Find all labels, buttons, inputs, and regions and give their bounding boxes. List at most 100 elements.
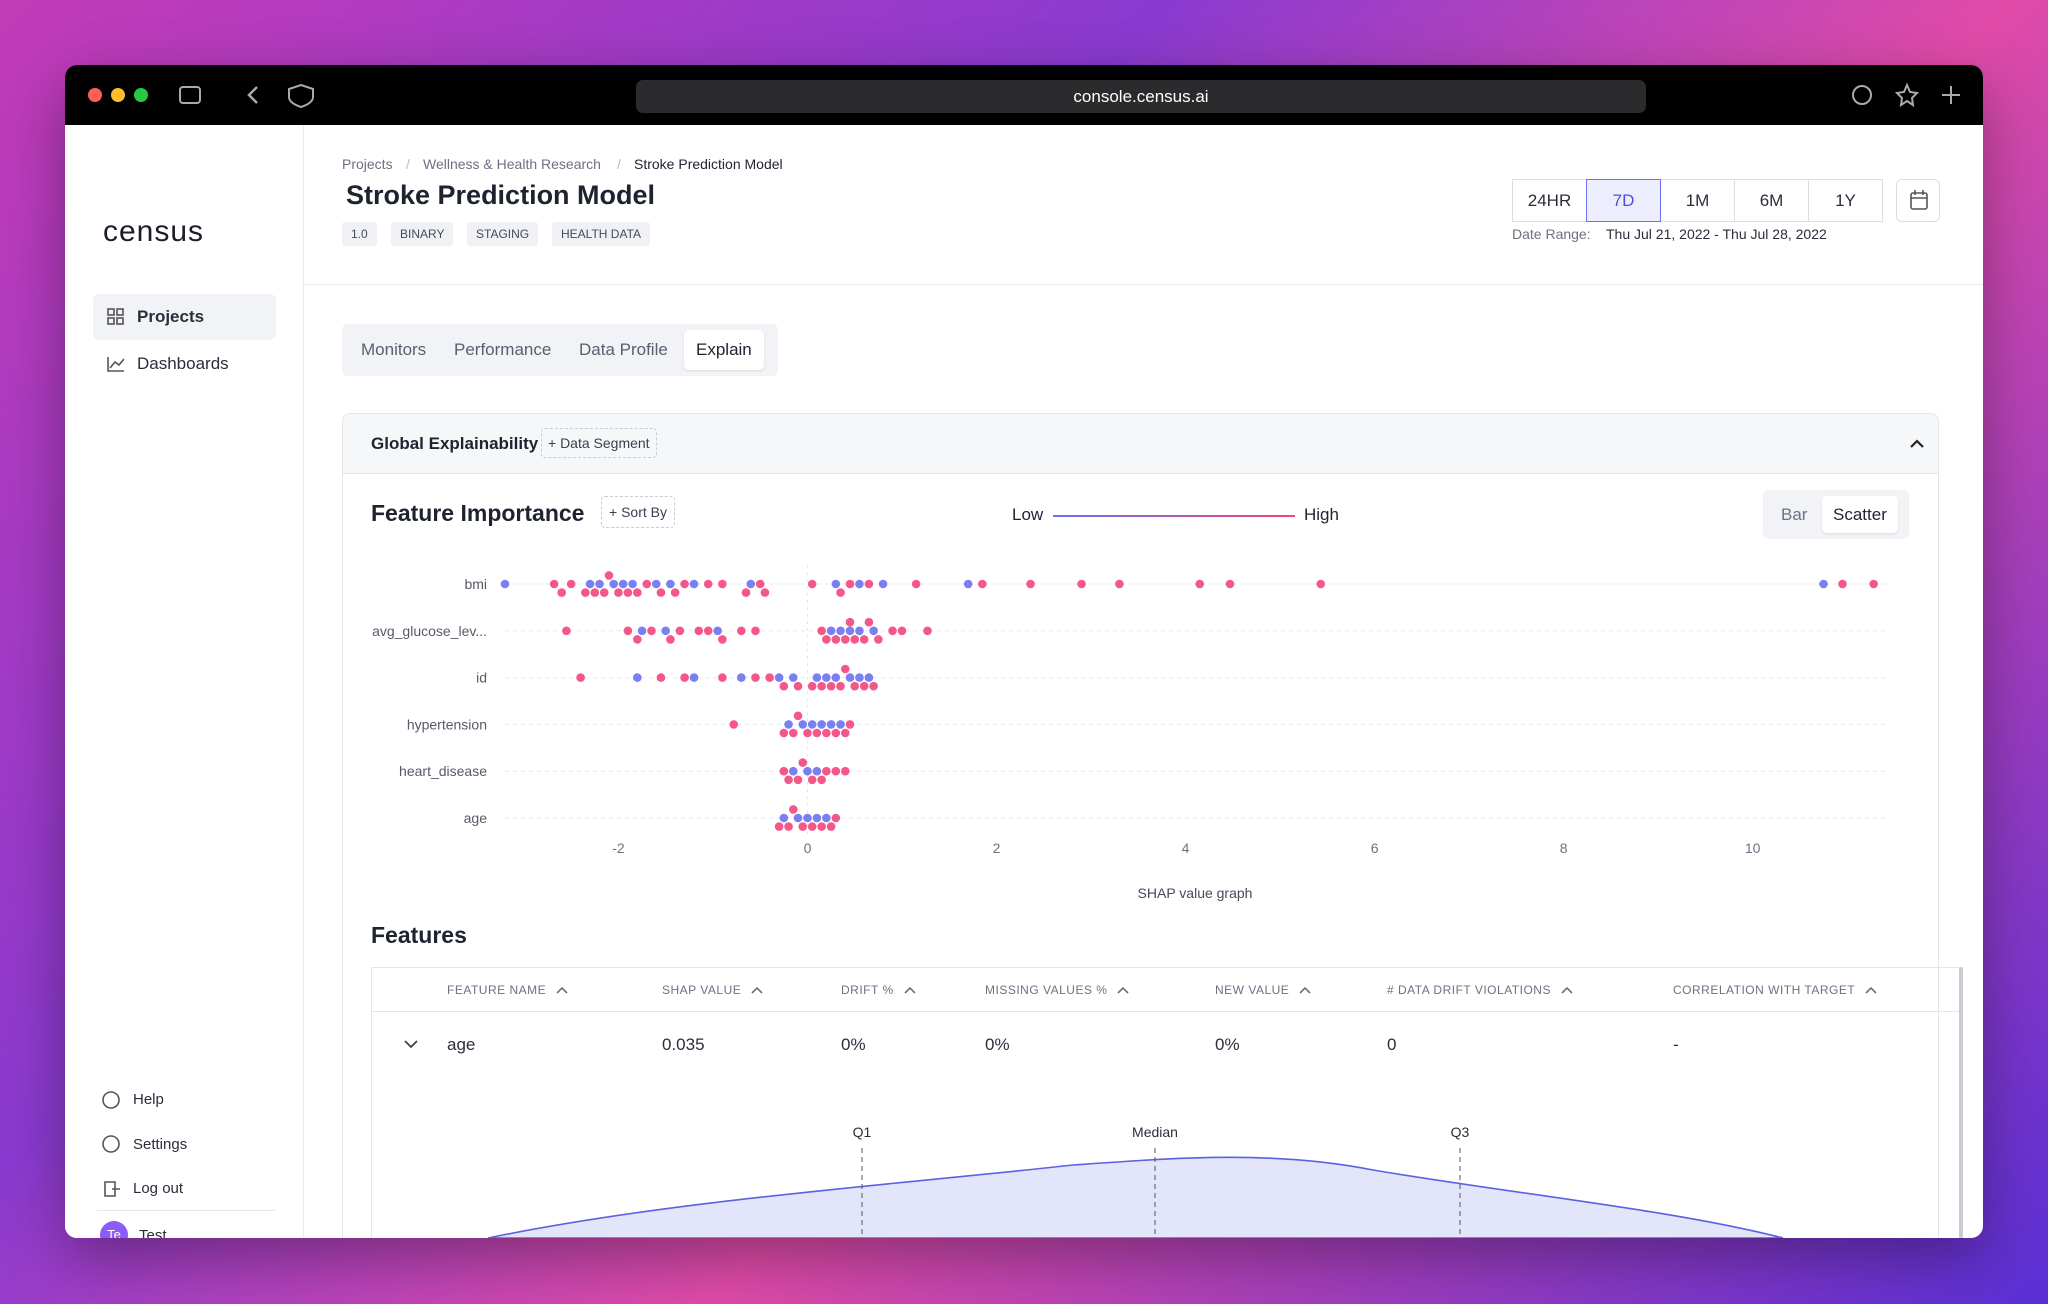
- quartile-label: Q1: [853, 1124, 872, 1140]
- data-point: [826, 681, 836, 691]
- data-point: [831, 766, 841, 776]
- avatar: Te: [100, 1221, 128, 1238]
- data-point: [581, 588, 590, 597]
- sort-icon: [1117, 983, 1129, 1001]
- data-point: [911, 579, 921, 589]
- panel-title: Global Explainability: [371, 434, 539, 453]
- nav-item[interactable]: Projects: [93, 294, 276, 340]
- data-point: [729, 720, 739, 729]
- data-point: [1819, 579, 1828, 589]
- data-point: [718, 635, 727, 644]
- data-point: [793, 711, 803, 721]
- data-point: [557, 588, 567, 597]
- data-point: [812, 766, 822, 776]
- data-point: [576, 673, 585, 682]
- time-range-button[interactable]: 1Y: [1808, 179, 1883, 222]
- quartile-label: Q3: [1451, 1124, 1470, 1140]
- data-point: [817, 681, 826, 691]
- column-header[interactable]: MISSING VALUES %: [985, 983, 1108, 997]
- time-range-button[interactable]: 24HR: [1512, 179, 1587, 222]
- column-header[interactable]: FEATURE NAME: [447, 983, 547, 997]
- table-cell: 0: [1387, 1035, 1397, 1054]
- data-point: [774, 673, 784, 682]
- distribution-plot: Q1 Median Q3: [487, 1124, 1784, 1238]
- sort-icon: [751, 983, 763, 1001]
- data-point: [845, 720, 855, 729]
- data-point: [826, 720, 836, 729]
- tab[interactable]: Data Profile: [579, 340, 668, 359]
- nav-item[interactable]: Dashboards: [137, 354, 229, 373]
- data-point: [633, 673, 642, 682]
- legend-high: High: [1304, 505, 1339, 524]
- data-point: [803, 813, 812, 823]
- data-point: [741, 588, 751, 597]
- table-cell: 0%: [1215, 1035, 1240, 1054]
- data-point: [599, 588, 609, 597]
- view-option[interactable]: Bar: [1781, 505, 1808, 524]
- y-tick-label: bmi: [464, 576, 487, 592]
- tab[interactable]: Monitors: [361, 340, 427, 359]
- column-header[interactable]: DRIFT %: [841, 983, 894, 997]
- table-cell: 0%: [985, 1035, 1010, 1054]
- expand-icon[interactable]: [403, 1037, 419, 1055]
- data-point: [675, 626, 685, 636]
- column-header[interactable]: # DATA DRIFT VIOLATIONS: [1387, 983, 1551, 997]
- breadcrumb: Stroke Prediction Model: [634, 156, 783, 172]
- data-point: [897, 626, 907, 636]
- table-cell: 0.035: [662, 1035, 705, 1054]
- data-point: [788, 805, 798, 814]
- x-tick-label: 2: [993, 840, 1001, 856]
- sort-button[interactable]: + Sort By: [601, 496, 675, 528]
- data-point: [859, 635, 869, 644]
- data-point: [755, 579, 765, 589]
- data-point: [793, 813, 803, 823]
- view-option[interactable]: Scatter: [1822, 496, 1898, 533]
- time-range-button[interactable]: 7D: [1586, 179, 1661, 222]
- data-point: [765, 673, 774, 682]
- footer-link[interactable]: Help: [133, 1091, 164, 1108]
- x-tick-label: 4: [1182, 840, 1190, 856]
- data-point: [822, 728, 831, 738]
- data-point: [784, 822, 793, 831]
- column-header[interactable]: SHAP VALUE: [662, 983, 742, 997]
- column-header[interactable]: NEW VALUE: [1215, 983, 1290, 997]
- toolbar-icons: [1852, 82, 1960, 108]
- tab[interactable]: Explain: [684, 330, 764, 370]
- data-point: [1316, 579, 1326, 589]
- data-point: [549, 579, 559, 589]
- data-point: [798, 720, 808, 729]
- data-point: [703, 626, 713, 636]
- data-point: [788, 673, 798, 682]
- url-bar[interactable]: console.census.ai: [636, 80, 1646, 113]
- data-point: [633, 588, 642, 597]
- footer-link[interactable]: Settings: [133, 1136, 188, 1153]
- column-header[interactable]: CORRELATION WITH TARGET: [1673, 983, 1856, 997]
- tag: HEALTH DATA: [552, 222, 651, 246]
- calendar-button[interactable]: [1896, 179, 1940, 222]
- tab[interactable]: Performance: [454, 340, 552, 359]
- data-point: [817, 775, 826, 785]
- breadcrumb[interactable]: Projects: [342, 156, 393, 172]
- time-range-button[interactable]: 1M: [1660, 179, 1735, 222]
- table-header: [372, 968, 1959, 1012]
- data-point: [807, 720, 817, 729]
- data-point: [864, 673, 874, 682]
- data-point: [836, 681, 845, 691]
- data-point: [817, 720, 826, 729]
- time-range-button[interactable]: 6M: [1734, 179, 1809, 222]
- breadcrumb-separator: /: [617, 156, 621, 172]
- data-point: [623, 588, 633, 597]
- data-point: [803, 766, 812, 776]
- data-point: [1195, 579, 1205, 589]
- footer-link[interactable]: Log out: [133, 1180, 184, 1197]
- data-point: [590, 588, 600, 597]
- segment-button[interactable]: + Data Segment: [541, 428, 657, 458]
- data-point: [836, 588, 845, 597]
- breadcrumb[interactable]: Wellness & Health Research: [423, 156, 601, 172]
- table-cell: age: [447, 1035, 476, 1054]
- data-point: [656, 673, 666, 682]
- data-point: [923, 626, 932, 636]
- tag: BINARY: [391, 222, 454, 246]
- data-point: [874, 635, 883, 644]
- data-point: [633, 635, 642, 644]
